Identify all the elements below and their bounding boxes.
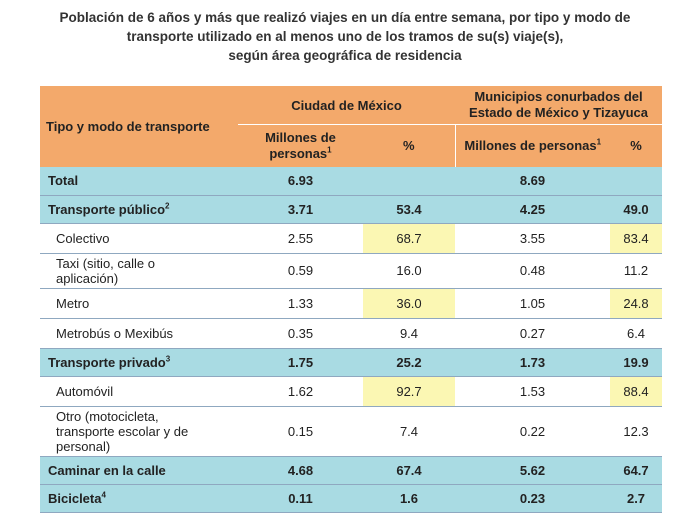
cell-cdmx-pct: 53.4 bbox=[363, 195, 455, 224]
header-mun-millones-label: Millones de personas bbox=[464, 138, 597, 153]
cell-mun-millones: 0.48 bbox=[455, 253, 610, 289]
table-row-metrobus: Metrobús o Mexibús 0.35 9.4 0.27 6.4 bbox=[40, 318, 663, 349]
table-row-metro: Metro 1.33 36.0 1.05 24.8 bbox=[40, 288, 663, 319]
cell-mun-pct: 12.3 bbox=[610, 406, 663, 457]
table-row-transporte-publico: Transporte público2 3.71 53.4 4.25 49.0 bbox=[40, 195, 663, 224]
header-mun-millones: Millones de personas1 bbox=[454, 124, 610, 167]
cell-cdmx-millones: 0.59 bbox=[238, 253, 363, 289]
cell-mun-pct: 64.7 bbox=[610, 456, 663, 485]
row-label: Metrobús o Mexibús bbox=[40, 318, 238, 349]
transport-table: Tipo y modo de transporte Ciudad de Méxi… bbox=[40, 86, 663, 513]
cell-cdmx-pct: 7.4 bbox=[363, 406, 455, 457]
header-cdmx-personas: personas bbox=[269, 146, 328, 161]
table-row-transporte-privado: Transporte privado3 1.75 25.2 1.73 19.9 bbox=[40, 348, 663, 377]
header-ciudad-de-mexico: Ciudad de México bbox=[238, 86, 455, 125]
table-row-otro: Otro (motocicleta, transporte escolar y … bbox=[40, 406, 663, 457]
title-line-2: transporte utilizado en al menos uno de … bbox=[126, 29, 564, 44]
header-municipios-line-2: Estado de México y Tizayuca bbox=[469, 105, 648, 120]
cell-mun-millones: 1.05 bbox=[455, 288, 610, 319]
cell-cdmx-millones: 2.55 bbox=[238, 223, 363, 254]
cell-cdmx-millones: 4.68 bbox=[238, 456, 363, 485]
cell-mun-pct-highlighted: 83.4 bbox=[610, 223, 663, 254]
footnote-marker: 3 bbox=[165, 354, 171, 364]
table-row-automovil: Automóvil 1.62 92.7 1.53 88.4 bbox=[40, 376, 663, 407]
cell-cdmx-pct: 67.4 bbox=[363, 456, 455, 485]
row-label-text: Transporte público bbox=[48, 201, 166, 217]
cell-mun-millones: 0.27 bbox=[455, 318, 610, 349]
cell-cdmx-millones: 0.35 bbox=[238, 318, 363, 349]
cell-cdmx-millones: 0.15 bbox=[238, 406, 363, 457]
header-municipios-line-1: Municipios conurbados del bbox=[474, 89, 643, 104]
row-label: Transporte público2 bbox=[40, 195, 238, 224]
cell-mun-pct: 19.9 bbox=[610, 348, 663, 377]
row-label: Colectivo bbox=[40, 223, 238, 254]
cell-cdmx-pct-highlighted: 36.0 bbox=[363, 288, 455, 319]
row-label: Metro bbox=[40, 288, 238, 319]
cell-mun-pct: 49.0 bbox=[610, 195, 663, 224]
header-cdmx-millones-line-2: personas1 bbox=[238, 146, 363, 162]
row-label: Automóvil bbox=[40, 376, 238, 407]
header-cdmx-millones-line-1: Millones de bbox=[265, 130, 336, 145]
row-label-line-2: aplicación) bbox=[56, 270, 119, 286]
footnote-marker: 1 bbox=[327, 145, 332, 155]
cell-mun-millones: 1.53 bbox=[455, 376, 610, 407]
cell-cdmx-pct: 9.4 bbox=[363, 318, 455, 349]
cell-mun-millones: 8.69 bbox=[455, 167, 610, 196]
cell-mun-millones: 5.62 bbox=[455, 456, 610, 485]
cell-cdmx-millones: 1.33 bbox=[238, 288, 363, 319]
cell-mun-millones: 0.23 bbox=[455, 484, 610, 513]
cell-cdmx-pct: 16.0 bbox=[363, 253, 455, 289]
cell-mun-millones: 0.22 bbox=[455, 406, 610, 457]
cell-cdmx-millones: 3.71 bbox=[238, 195, 363, 224]
cell-cdmx-pct-highlighted: 68.7 bbox=[363, 223, 455, 254]
table-row-taxi: Taxi (sitio, calle o aplicación) 0.59 16… bbox=[40, 253, 663, 289]
cell-cdmx-pct bbox=[363, 167, 455, 196]
row-label-text: Transporte privado bbox=[48, 354, 166, 370]
header-row-label: Tipo y modo de transporte bbox=[40, 86, 238, 167]
header-mun-pct: % bbox=[610, 124, 663, 167]
cell-cdmx-pct: 1.6 bbox=[363, 484, 455, 513]
row-label: Total bbox=[40, 167, 238, 196]
table-row-caminar: Caminar en la calle 4.68 67.4 5.62 64.7 bbox=[40, 456, 663, 485]
header-cdmx-pct: % bbox=[363, 124, 455, 167]
title-line-3: según área geográfica de residencia bbox=[228, 48, 462, 63]
cell-cdmx-millones: 1.75 bbox=[238, 348, 363, 377]
footnote-marker: 1 bbox=[596, 137, 602, 147]
row-label: Bicicleta4 bbox=[40, 484, 238, 513]
row-label: Taxi (sitio, calle o aplicación) bbox=[40, 253, 238, 289]
cell-mun-millones: 4.25 bbox=[455, 195, 610, 224]
cell-mun-pct: 2.7 bbox=[610, 484, 663, 513]
table-row-bicicleta: Bicicleta4 0.11 1.6 0.23 2.7 bbox=[40, 484, 663, 513]
header-municipios-conurbados: Municipios conurbados del Estado de Méxi… bbox=[455, 86, 663, 125]
row-label-line-1: Taxi (sitio, calle o bbox=[56, 255, 155, 271]
row-label-text: Bicicleta bbox=[48, 490, 102, 506]
table-row-total: Total 6.93 8.69 bbox=[40, 167, 663, 196]
row-label-line-3: personal) bbox=[56, 438, 111, 454]
row-label-line-1: Otro (motocicleta, bbox=[56, 408, 159, 424]
title-line-1: Población de 6 años y más que realizó vi… bbox=[59, 10, 631, 25]
cell-mun-pct: 6.4 bbox=[610, 318, 663, 349]
table-title: Población de 6 años y más que realizó vi… bbox=[0, 8, 690, 65]
cell-cdmx-millones: 6.93 bbox=[238, 167, 363, 196]
footnote-marker: 4 bbox=[101, 490, 106, 500]
table-row-colectivo: Colectivo 2.55 68.7 3.55 83.4 bbox=[40, 223, 663, 254]
cell-mun-pct-highlighted: 24.8 bbox=[610, 288, 663, 319]
cell-mun-millones: 3.55 bbox=[455, 223, 610, 254]
header-cdmx-millones: Millones de personas1 bbox=[238, 124, 363, 167]
cell-cdmx-pct: 25.2 bbox=[363, 348, 455, 377]
row-label-line-2: transporte escolar y de bbox=[56, 423, 189, 439]
row-label: Otro (motocicleta, transporte escolar y … bbox=[40, 406, 238, 457]
row-label: Transporte privado3 bbox=[40, 348, 238, 377]
cell-cdmx-pct-highlighted: 92.7 bbox=[363, 376, 455, 407]
cell-cdmx-millones: 1.62 bbox=[238, 376, 363, 407]
footnote-marker: 2 bbox=[165, 201, 170, 211]
cell-cdmx-millones: 0.11 bbox=[238, 484, 363, 513]
cell-mun-pct-highlighted: 88.4 bbox=[610, 376, 663, 407]
cell-mun-millones: 1.73 bbox=[455, 348, 610, 377]
row-label: Caminar en la calle bbox=[40, 456, 238, 485]
cell-mun-pct bbox=[610, 167, 663, 196]
cell-mun-pct: 11.2 bbox=[610, 253, 663, 289]
